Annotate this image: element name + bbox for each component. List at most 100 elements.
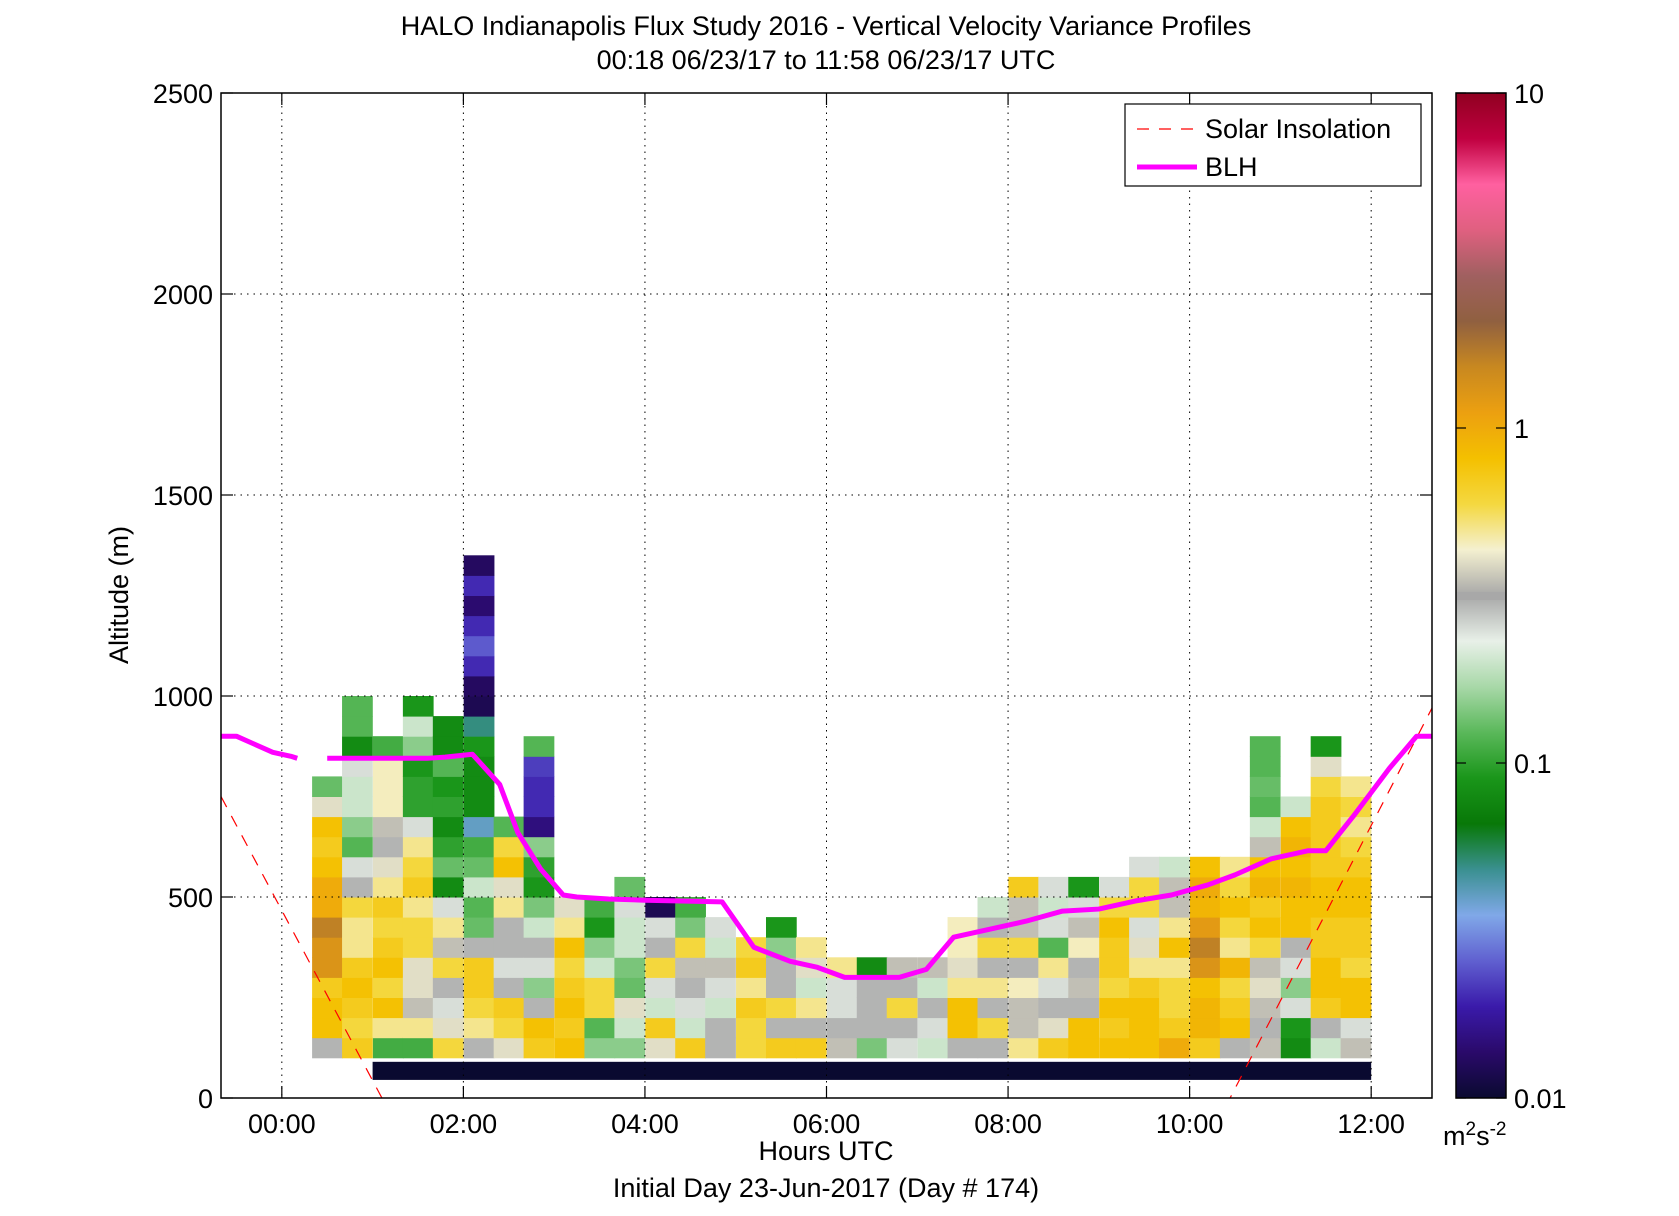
heat-cell — [493, 917, 525, 938]
heat-cell — [432, 937, 464, 958]
heat-cell — [645, 917, 676, 938]
heat-cell — [523, 816, 555, 838]
heat-cell — [342, 736, 373, 757]
heat-cell — [1189, 897, 1221, 918]
heat-cell — [554, 997, 586, 1019]
x-tick-label: 00:00 — [248, 1109, 316, 1139]
heat-cell — [584, 897, 616, 918]
heat-cell — [1340, 776, 1372, 797]
heat-cell — [1159, 897, 1190, 918]
heat-cell — [614, 957, 646, 978]
heat-cell — [705, 1037, 736, 1059]
heat-cell — [584, 957, 616, 978]
heat-cell — [523, 897, 555, 918]
heat-cell — [1310, 796, 1342, 818]
solar-insolation-line — [221, 796, 383, 1098]
colorbar-tick-label: 0.01 — [1514, 1084, 1567, 1114]
heat-cell — [1159, 1017, 1190, 1039]
heat-cell — [342, 716, 373, 737]
heat-cell — [463, 655, 495, 677]
heat-cell — [1038, 1037, 1070, 1059]
heat-cell — [1340, 897, 1372, 918]
heat-cell — [886, 1037, 918, 1059]
heat-cell — [675, 977, 706, 998]
heat-cell — [372, 876, 404, 898]
heat-cell — [1038, 937, 1070, 958]
heat-cell — [675, 1017, 706, 1039]
heat-cell — [463, 555, 495, 576]
heat-cell — [1310, 997, 1342, 1019]
heat-cell — [523, 977, 555, 998]
heat-cell — [795, 977, 827, 998]
heat-cell — [1038, 957, 1070, 978]
heat-cell — [736, 997, 767, 1019]
heat-cell — [493, 856, 525, 878]
heat-cell — [1219, 957, 1251, 978]
heat-cell — [523, 1037, 555, 1059]
heat-cell — [493, 897, 525, 918]
heat-cell — [432, 836, 464, 858]
heat-cell — [493, 876, 525, 898]
heat-cell — [1310, 937, 1342, 958]
heat-cell — [1340, 917, 1372, 938]
blh-line — [221, 733, 299, 761]
heat-cell — [402, 897, 434, 918]
heat-cell — [1219, 937, 1251, 958]
heat-cell — [856, 957, 888, 978]
heat-cell — [463, 876, 495, 898]
heat-cell — [1219, 1037, 1251, 1059]
heat-cell — [1008, 897, 1040, 918]
legend-label-blh: BLH — [1205, 152, 1258, 182]
heat-cell — [432, 796, 464, 818]
heat-cell — [1219, 897, 1251, 918]
heat-cell — [947, 997, 979, 1019]
heat-cell — [1310, 856, 1342, 878]
heat-cell — [1008, 997, 1040, 1019]
heat-cell — [675, 1037, 706, 1059]
heat-cell — [1310, 1017, 1342, 1039]
heat-cell — [1340, 1017, 1372, 1039]
heat-cell — [736, 977, 767, 998]
heat-cell — [1280, 897, 1312, 918]
y-tick-label: 1000 — [153, 682, 213, 712]
heat-cell — [1159, 937, 1190, 958]
heat-cell — [554, 957, 586, 978]
heat-cell — [1159, 957, 1190, 978]
heat-cell — [947, 937, 979, 958]
blh-line — [327, 733, 1432, 980]
heat-cell — [402, 796, 434, 818]
heat-cell — [1038, 876, 1070, 898]
heat-cell — [765, 917, 797, 938]
heat-cell — [1249, 796, 1281, 818]
heat-cell — [614, 937, 646, 958]
heat-cell — [342, 897, 373, 918]
heat-cell — [1068, 1037, 1100, 1059]
heat-cell — [826, 997, 858, 1019]
heat-cell — [402, 937, 434, 958]
heat-cell — [977, 1037, 1009, 1059]
heat-cell — [614, 917, 646, 938]
heat-cell — [1068, 1017, 1100, 1039]
heat-cell — [312, 897, 343, 918]
heat-cell — [554, 1037, 586, 1059]
heat-cell — [705, 917, 736, 938]
heat-cell — [372, 796, 404, 818]
heat-cell — [463, 816, 495, 838]
heat-cell — [977, 977, 1009, 998]
heat-cell — [402, 756, 434, 777]
chart-subtitle: 00:18 06/23/17 to 11:58 06/23/17 UTC — [597, 45, 1056, 75]
heat-cell — [342, 1037, 373, 1059]
heat-cell — [402, 977, 434, 998]
heat-cell — [1280, 796, 1312, 818]
heat-cell — [493, 836, 525, 858]
heat-cell — [402, 836, 434, 858]
heat-cell — [675, 917, 706, 938]
heat-cell — [493, 1017, 525, 1039]
heat-cell — [372, 937, 404, 958]
heat-cell — [1310, 756, 1342, 777]
heat-cell — [1280, 957, 1312, 978]
heat-cell — [1068, 937, 1100, 958]
heat-cell — [1008, 1017, 1040, 1039]
heat-cell — [947, 957, 979, 978]
heat-cell — [372, 736, 404, 757]
